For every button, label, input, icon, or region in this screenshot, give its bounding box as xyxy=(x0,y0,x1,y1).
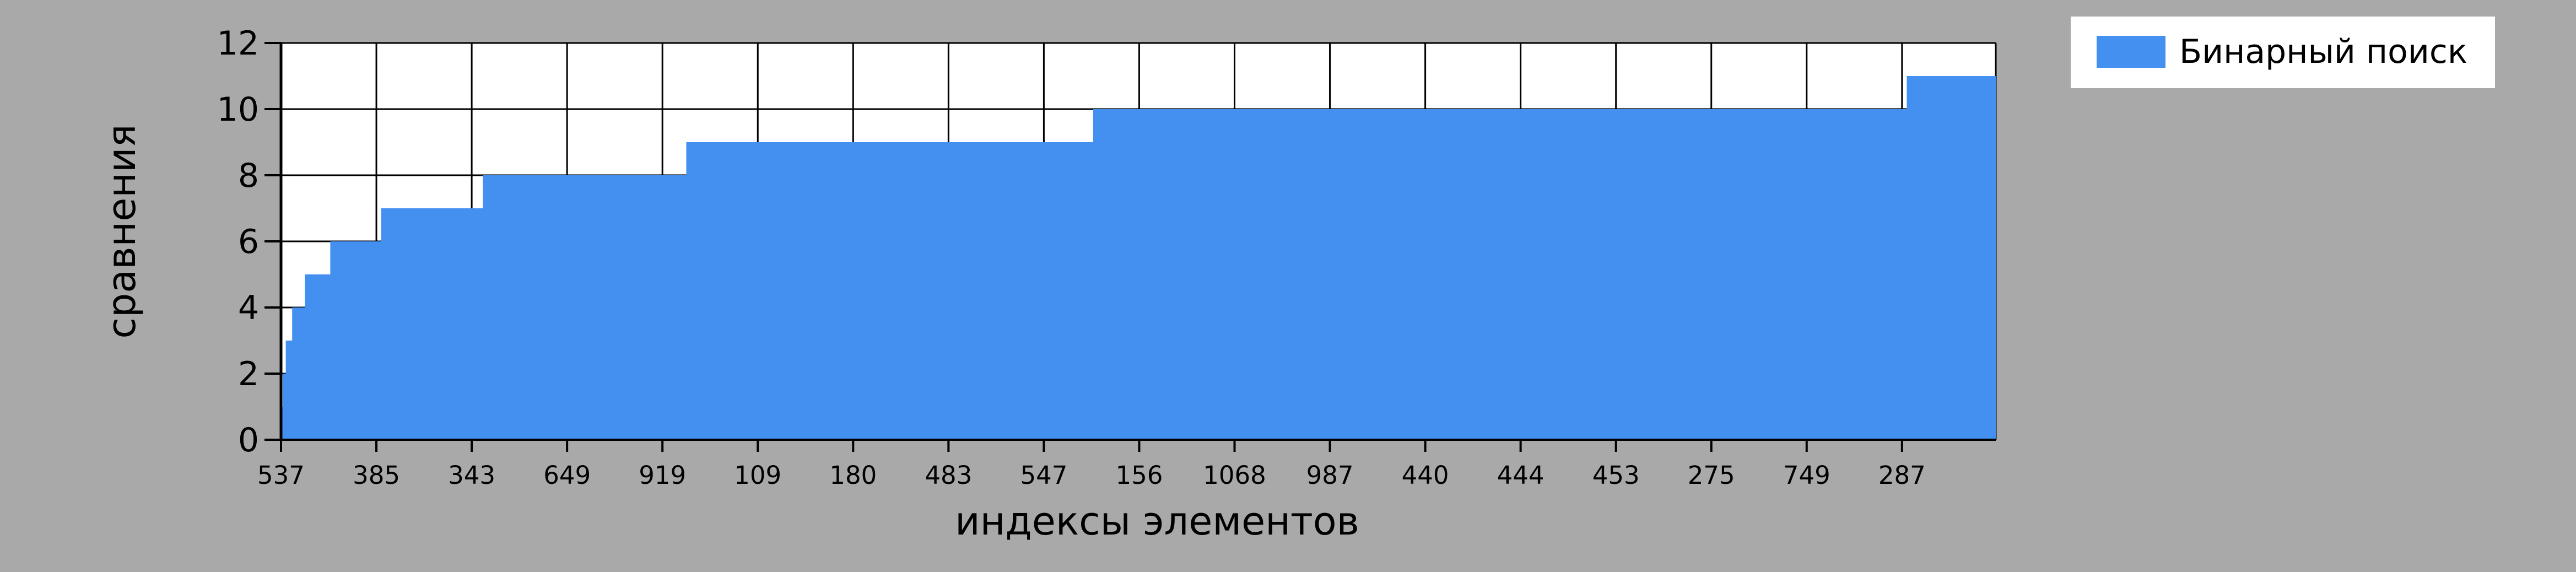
y-ticks: 0 2 4 6 8 10 12 xyxy=(217,24,281,460)
legend-label: Бинарный поиск xyxy=(2179,33,2467,71)
x-tick-label-1: 385 xyxy=(353,461,400,490)
x-tick-label-17: 287 xyxy=(1878,461,1926,490)
bar-step-3 xyxy=(285,341,293,440)
bar-step-11 xyxy=(1907,76,1996,440)
bar-step-4 xyxy=(292,307,305,440)
bar-step-5 xyxy=(305,274,331,440)
y-axis-label: сравнения xyxy=(99,124,144,338)
legend-swatch xyxy=(2097,36,2165,68)
legend: Бинарный поиск xyxy=(2071,17,2495,88)
x-tick-label-13: 444 xyxy=(1497,461,1544,490)
x-tick-label-16: 749 xyxy=(1783,461,1830,490)
bar-step-2 xyxy=(282,374,287,440)
bar-step-9 xyxy=(686,142,1094,440)
x-tick-label-2: 343 xyxy=(448,461,495,490)
bar-step-7 xyxy=(381,208,483,440)
x-tick-label-0: 537 xyxy=(257,461,305,490)
y-tick-label-5: 10 xyxy=(217,90,259,129)
x-tick-label-12: 440 xyxy=(1402,461,1449,490)
bars xyxy=(281,76,1996,440)
x-tick-label-8: 547 xyxy=(1020,461,1067,490)
y-tick-label-6: 12 xyxy=(217,24,259,63)
x-tick-label-14: 453 xyxy=(1592,461,1640,490)
x-tick-label-5: 109 xyxy=(734,461,781,490)
bar-step-8 xyxy=(483,175,687,440)
y-tick-label-2: 4 xyxy=(238,289,259,327)
x-tick-label-11: 987 xyxy=(1306,461,1354,490)
bar-step-6 xyxy=(330,241,382,440)
x-tick-label-10: 1068 xyxy=(1203,461,1266,490)
x-ticks: 537 385 343 649 919 109 180 483 547 156 1068 987 440… xyxy=(257,440,1926,490)
x-tick-label-6: 180 xyxy=(829,461,877,490)
x-axis-label: индексы элементов xyxy=(955,499,1359,544)
x-tick-label-7: 483 xyxy=(925,461,972,490)
x-tick-label-15: 275 xyxy=(1688,461,1735,490)
x-tick-label-3: 649 xyxy=(543,461,591,490)
y-tick-label-0: 0 xyxy=(238,421,259,460)
bar-step-10 xyxy=(1093,109,1907,440)
x-tick-label-4: 919 xyxy=(639,461,686,490)
y-tick-label-1: 2 xyxy=(238,355,259,393)
y-tick-label-3: 6 xyxy=(238,223,259,261)
y-tick-label-4: 8 xyxy=(238,157,259,195)
x-tick-label-9: 156 xyxy=(1115,461,1163,490)
